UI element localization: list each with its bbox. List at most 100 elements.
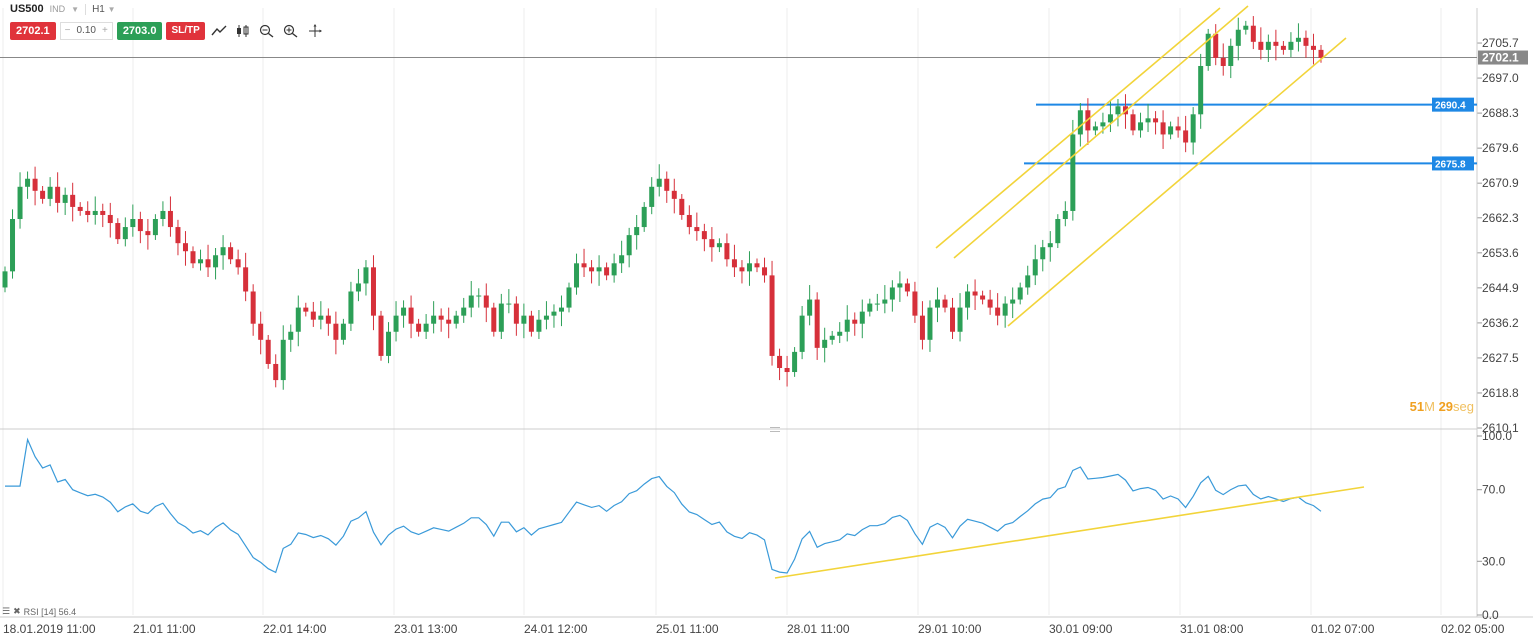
candle-body [408,307,414,324]
price-axis-label: 2679.6 [1482,141,1519,155]
candle-body [656,178,662,187]
rsi-axis-label: 30.0 [1482,554,1506,568]
price-axis-label: 2662.3 [1482,211,1519,225]
candle-body [784,368,790,373]
candle-body [220,247,226,256]
candle-body [664,178,670,191]
candle-body [280,339,286,381]
crosshair-icon[interactable] [305,22,325,40]
candle-body [882,299,888,304]
candle-body [393,315,399,332]
candle-body [453,315,459,324]
candle-body [1092,126,1098,131]
zoom-in-icon[interactable] [281,22,301,40]
sell-button[interactable]: 2702.1 [10,22,56,40]
level-price-label: 2690.4 [1435,101,1466,112]
candle-body [446,319,452,324]
level-price-tag[interactable] [1432,97,1474,112]
candle-body [130,219,136,228]
candle-body [55,186,61,203]
candle-body [70,194,76,207]
candle-body [679,198,685,215]
symbol-name[interactable]: US500 [10,3,44,15]
candle-body [1025,275,1031,288]
candle-body [1107,114,1113,123]
candle-body [1077,110,1083,135]
quantity-value[interactable]: 0.10 [76,25,96,36]
candle-body [431,315,437,324]
channel-trendline[interactable] [935,7,1221,249]
settings-icon[interactable]: ☰ [2,606,11,616]
candle-body [1017,287,1023,300]
candle-body [1295,37,1301,42]
candle-body [476,295,482,297]
candle-body [160,210,166,220]
timeframe-label: H1 [92,3,105,15]
price-axis-label: 2610.1 [1482,421,1519,435]
candle-type-icon[interactable] [233,22,253,40]
candle-body [77,206,83,211]
candle-body [769,275,775,356]
candle-body [1190,114,1196,143]
candle-body [1010,299,1016,304]
candle-body [957,307,963,332]
candle-body [378,315,384,356]
candle-body [972,291,978,296]
quantity-stepper[interactable]: − 0.10 + [59,22,113,40]
candle-body [919,315,925,340]
line-draw-icon[interactable] [209,22,229,40]
candle-body [777,355,783,368]
candle-body [1235,29,1241,46]
candle-body [641,206,647,228]
chevron-down-icon[interactable]: ▼ [71,4,80,14]
candle-body [731,259,737,268]
time-axis-label: 02.02 05:00 [1441,622,1505,636]
buy-button[interactable]: 2703.0 [116,22,163,40]
candle-body [250,291,256,324]
candle-body [32,178,38,191]
rsi-label-text: RSI [14] 56.4 [23,606,77,617]
candle-body [303,307,309,312]
candle-body [626,235,632,256]
trade-panel: 2702.1 − 0.10 + 2703.0 SL/TP [10,22,325,40]
channel-trendline[interactable] [1007,37,1347,327]
candle-body [461,307,467,316]
candle-body [40,190,46,199]
candle-body [401,307,407,316]
candle-body [1047,243,1053,248]
candle-body [423,323,429,332]
candle-body [754,263,760,268]
candle-body [288,331,294,340]
candle-body [1213,33,1219,58]
candle-body [634,227,640,236]
zoom-out-icon[interactable] [257,22,277,40]
candle-body [867,303,873,312]
increase-button[interactable]: + [101,25,108,36]
candle-body [543,315,549,320]
symbol-selector[interactable]: US500 IND ▼ H1 ▼ [10,2,116,16]
candle-body [604,267,610,276]
price-axis-label: 2636.2 [1482,316,1519,330]
time-axis-label: 22.01 14:00 [263,622,327,636]
countdown-seconds: 29 [1438,399,1454,414]
candle-body [47,186,53,199]
candle-body [551,311,557,316]
candle-body [370,267,376,316]
candle-body [897,283,903,288]
sl-tp-button[interactable]: SL/TP [166,22,205,40]
pane-resize-handle[interactable] [770,427,780,432]
candle-body [1205,33,1211,66]
candle-body [528,315,534,332]
candle-body [1002,303,1008,316]
close-icon[interactable]: ✖ [13,606,21,616]
candle-body [1228,45,1234,66]
decrease-button[interactable]: − [64,25,71,36]
rsi-trendline[interactable] [774,486,1365,579]
current-price-label: 2702.1 [1482,51,1519,65]
channel-trendline[interactable] [953,5,1249,259]
candle-body [198,259,204,264]
level-price-tag[interactable] [1432,156,1474,171]
timeframe-selector[interactable]: H1 ▼ [85,3,116,15]
